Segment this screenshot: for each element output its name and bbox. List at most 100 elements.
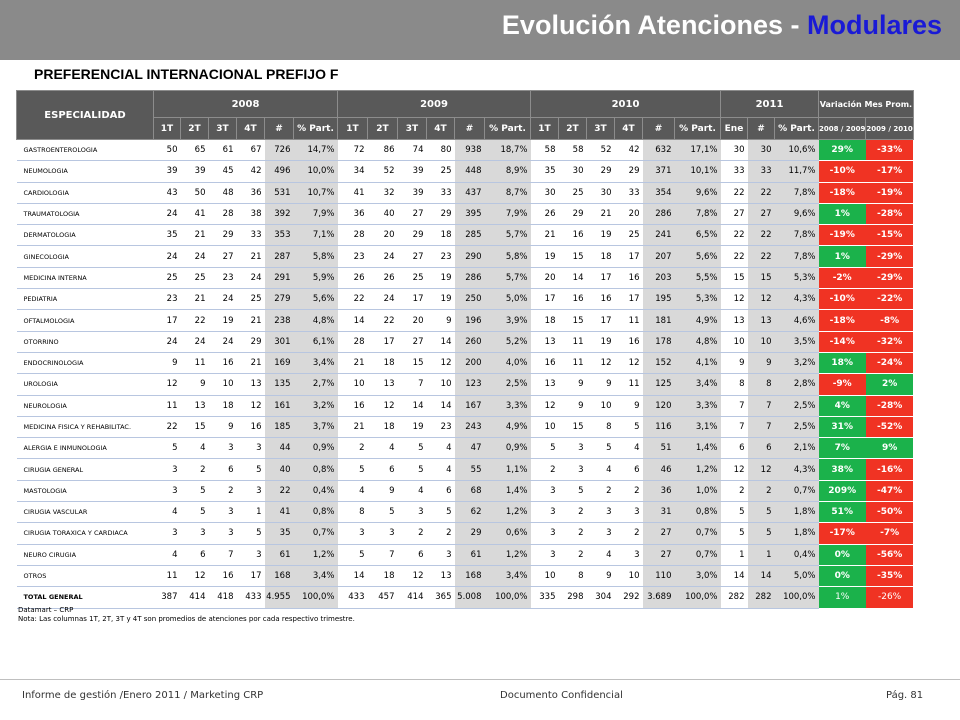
- value-cell: 9: [614, 395, 643, 417]
- value-cell: 18: [367, 416, 398, 439]
- value-cell: 29: [454, 522, 485, 545]
- value-cell: 11: [153, 395, 181, 417]
- value-cell: 4,9%: [484, 416, 531, 439]
- value-cell: 3: [153, 480, 181, 503]
- subcolumn-header: 2T: [367, 117, 398, 140]
- value-cell: 21: [236, 245, 265, 268]
- value-cell: 5: [397, 437, 427, 460]
- value-cell: 181: [642, 309, 675, 332]
- value-cell: 24: [367, 288, 398, 311]
- value-cell: 11: [558, 352, 587, 375]
- value-cell: 20: [397, 309, 427, 332]
- value-cell: 22: [337, 288, 368, 311]
- value-cell: 51: [642, 437, 675, 460]
- value-cell: 2: [397, 522, 427, 545]
- value-cell: 1,1%: [484, 458, 531, 481]
- value-cell: 161: [264, 395, 294, 417]
- value-cell: 14: [426, 331, 455, 353]
- value-cell: 21: [337, 352, 368, 375]
- table-body: GASTROENTEROLOGIA 50 65 61 67 726 14,7% 72 86 74 8…: [16, 139, 914, 609]
- value-cell: 5: [236, 522, 265, 545]
- value-cell: 25: [153, 267, 181, 290]
- value-cell: 12: [397, 565, 427, 588]
- value-cell: 185: [264, 416, 294, 439]
- value-cell: 65: [180, 139, 209, 162]
- value-cell: 19: [586, 331, 615, 353]
- value-cell: 2: [180, 458, 209, 481]
- variation-subheader: 2008 / 2009: [817, 117, 867, 140]
- specialty-name: OTORRINO: [16, 331, 154, 353]
- value-cell: 196: [454, 309, 485, 332]
- value-cell: 15: [747, 267, 775, 290]
- value-cell: 4,1%: [674, 352, 721, 375]
- subcolumn-header: 1T: [153, 117, 181, 140]
- value-cell: 15: [720, 267, 748, 290]
- value-cell: 5.008: [454, 586, 485, 609]
- value-cell: 33: [614, 182, 643, 204]
- value-cell: 3: [153, 458, 181, 481]
- value-cell: 5: [180, 501, 209, 524]
- variation-cell: -16%: [865, 458, 914, 481]
- value-cell: 9: [558, 395, 587, 417]
- value-cell: 4,9%: [674, 309, 721, 332]
- value-cell: 0,7%: [293, 522, 338, 545]
- value-cell: 365: [426, 586, 455, 609]
- value-cell: 12: [530, 395, 559, 417]
- value-cell: 3: [208, 522, 237, 545]
- value-cell: 282: [747, 586, 775, 609]
- value-cell: 6: [614, 458, 643, 481]
- variation-cell: -14%: [818, 331, 866, 353]
- value-cell: 13: [747, 309, 775, 332]
- value-cell: 16: [236, 416, 265, 439]
- value-cell: 29: [586, 160, 615, 183]
- year-header-2008: 2008: [153, 90, 338, 118]
- value-cell: 5,2%: [484, 331, 531, 353]
- value-cell: 110: [642, 565, 675, 588]
- value-cell: 43: [153, 182, 181, 204]
- value-cell: 5,7%: [484, 267, 531, 290]
- value-cell: 4,8%: [293, 309, 338, 332]
- page-title: Evolución Atenciones - Modulares: [502, 10, 942, 41]
- value-cell: 335: [530, 586, 559, 609]
- value-cell: 414: [397, 586, 427, 609]
- value-cell: 86: [367, 139, 398, 162]
- specialty-name: MASTOLOGIA: [16, 480, 154, 503]
- specialty-name: OTROS: [16, 565, 154, 588]
- value-cell: 5,5%: [674, 267, 721, 290]
- value-cell: 100,0%: [293, 586, 338, 609]
- value-cell: 58: [558, 139, 587, 162]
- value-cell: 0,8%: [293, 501, 338, 524]
- subcolumn-header: 3T: [208, 117, 237, 140]
- value-cell: 18: [426, 224, 455, 247]
- value-cell: 3,0%: [674, 565, 721, 588]
- value-cell: 123: [454, 373, 485, 396]
- value-cell: 34: [337, 160, 368, 183]
- table-row: OTORRINO 24 24 24 29 301 6,1% 28 17 27 14 260 5,2% 13…: [16, 331, 914, 353]
- value-cell: 12: [236, 395, 265, 417]
- value-cell: 19: [397, 416, 427, 439]
- specialty-name: NEUMOLOGIA: [16, 160, 154, 183]
- value-cell: 3,9%: [484, 309, 531, 332]
- value-cell: 10,7%: [293, 182, 338, 204]
- value-cell: 4: [367, 437, 398, 460]
- variation-cell: -17%: [818, 522, 866, 545]
- value-cell: 4: [397, 480, 427, 503]
- variation-cell: 38%: [818, 458, 866, 481]
- value-cell: 1,4%: [674, 437, 721, 460]
- value-cell: 29: [236, 331, 265, 353]
- variation-cell: -22%: [865, 288, 914, 311]
- value-cell: 0,7%: [674, 522, 721, 545]
- variation-cell: 4%: [818, 395, 866, 417]
- value-cell: 26: [367, 267, 398, 290]
- variation-cell: -52%: [865, 416, 914, 439]
- value-cell: 496: [264, 160, 294, 183]
- value-cell: 5,0%: [774, 565, 819, 588]
- value-cell: 42: [236, 160, 265, 183]
- value-cell: 11,7%: [774, 160, 819, 183]
- variation-cell: 29%: [818, 139, 866, 162]
- value-cell: 938: [454, 139, 485, 162]
- value-cell: 17: [397, 288, 427, 311]
- value-cell: 3,5%: [774, 331, 819, 353]
- value-cell: 14: [720, 565, 748, 588]
- value-cell: 207: [642, 245, 675, 268]
